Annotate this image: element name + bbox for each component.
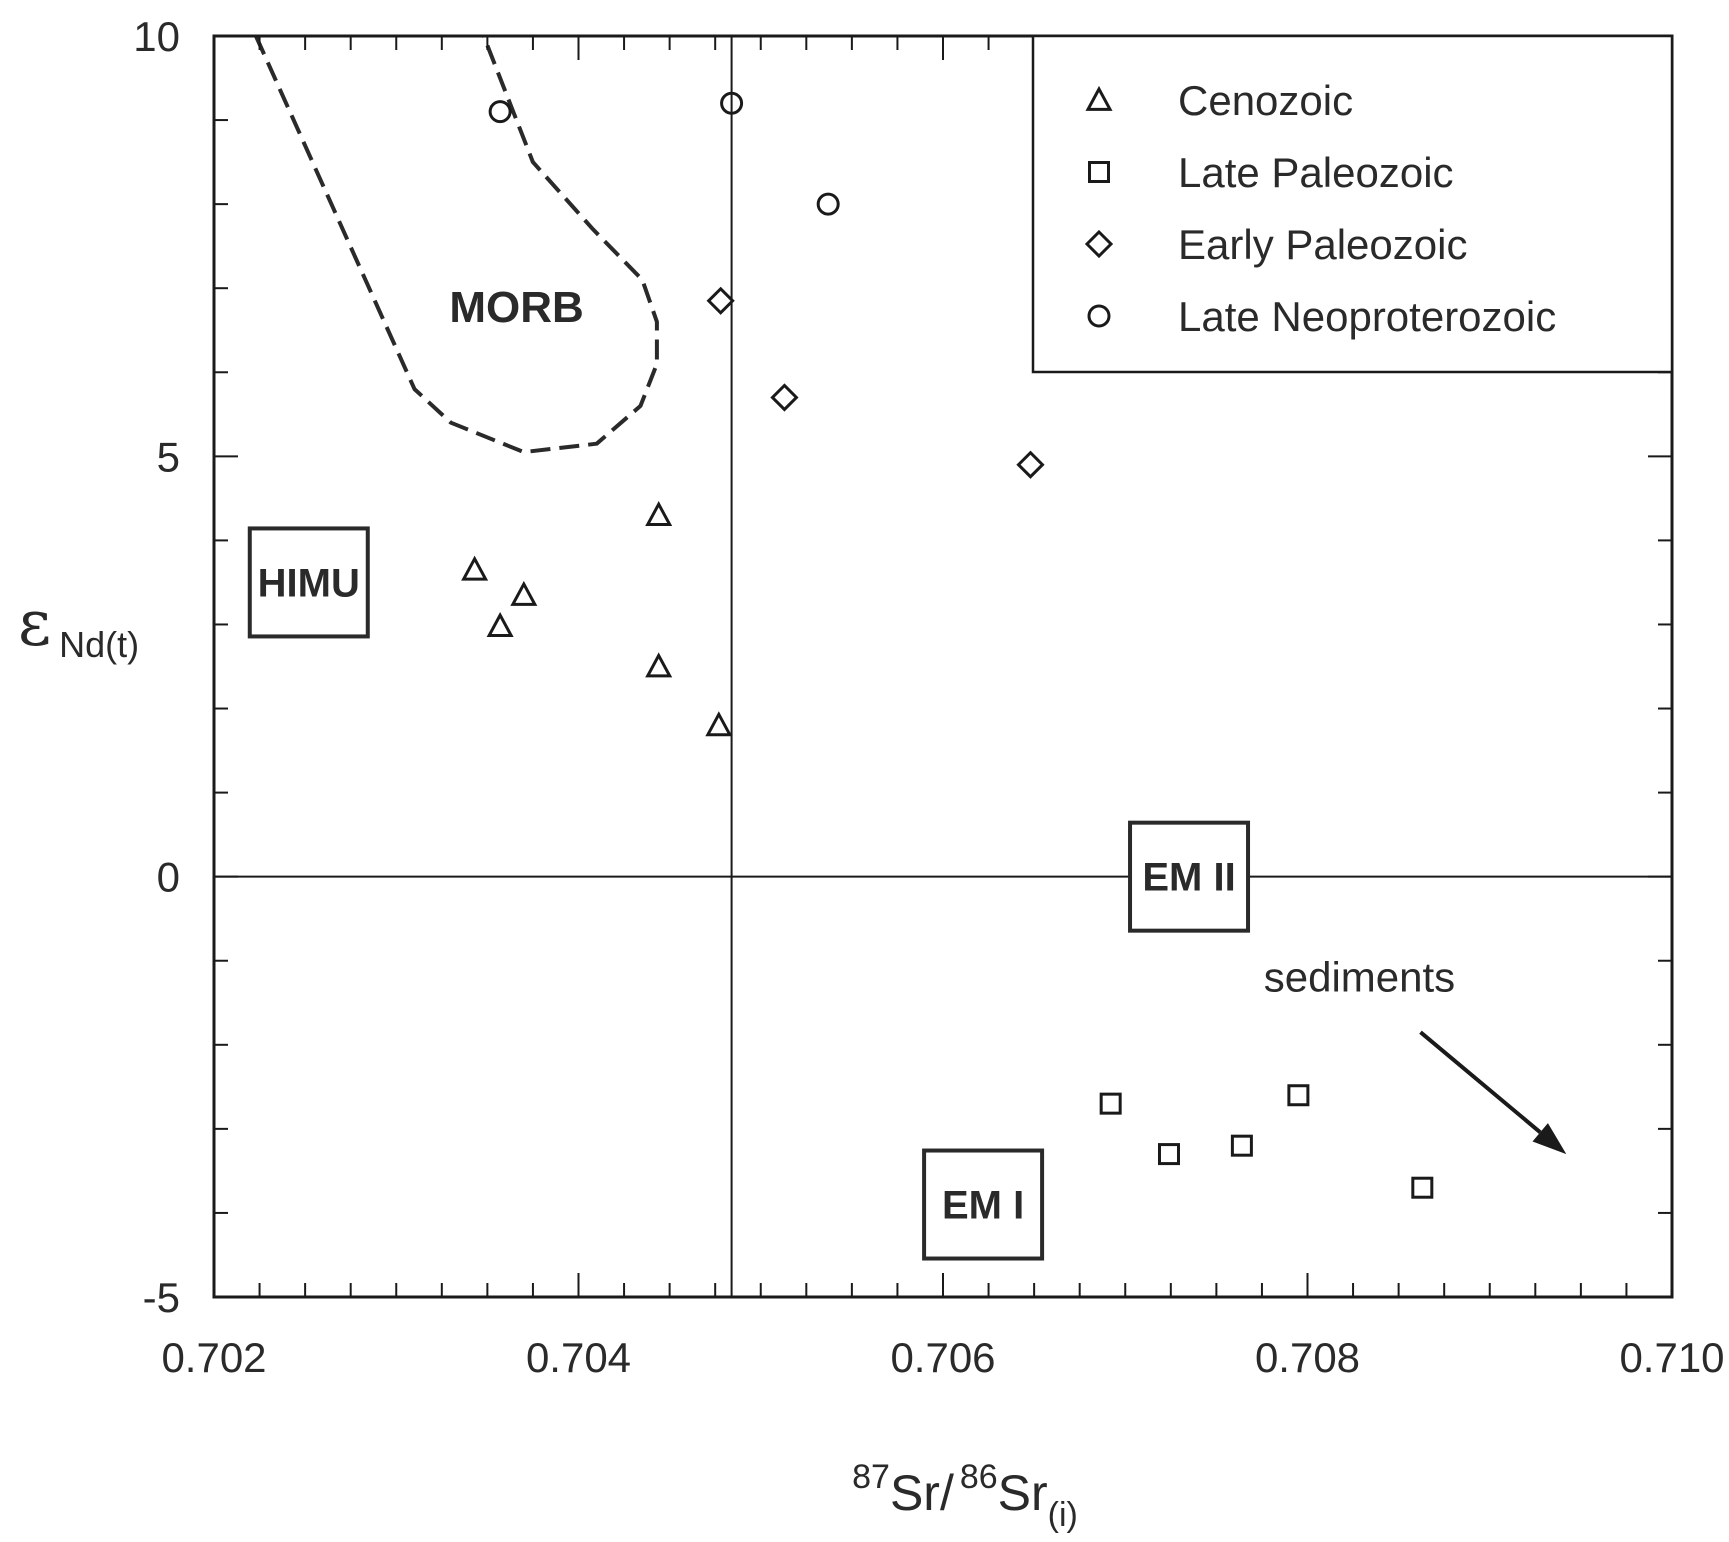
legend-label-late-neoproterozoic: Late Neoproterozoic	[1178, 293, 1556, 340]
data-point-late-paleozoic	[1230, 1134, 1253, 1157]
axis-ticks	[213, 35, 1673, 1298]
legend: Cenozoic Late Paleozoic Early Paleozoic Lat…	[1031, 34, 1674, 374]
data-point-cenozoic	[645, 501, 673, 527]
data-point-late-paleozoic	[1411, 1176, 1434, 1199]
y-axis-sub: Nd(t)	[59, 624, 139, 665]
data-point-cenozoic	[461, 555, 489, 581]
legend-marker-cenozoic	[1085, 85, 1113, 111]
x-axis-element1: Sr/	[890, 1465, 954, 1521]
series-cenozoic	[461, 501, 733, 737]
x-tick-label: 0.702	[161, 1334, 266, 1381]
region-label-em-i: EM I	[942, 1184, 1024, 1228]
series-early-paleozoic	[706, 286, 1045, 479]
legend-marker-late-paleozoic	[1088, 161, 1110, 183]
y-tick-label: 0	[157, 854, 180, 901]
x-tick-label: 0.710	[1619, 1334, 1724, 1381]
morb-field-outline	[254, 35, 659, 455]
data-point-late-paleozoic	[1099, 1092, 1122, 1115]
y-axis-symbol: ε	[18, 587, 51, 661]
data-point-cenozoic	[486, 611, 514, 637]
x-axis-iso2: 86	[960, 1458, 998, 1496]
data-point-late-paleozoic	[1287, 1084, 1310, 1107]
data-point-late-neoproterozoic	[720, 91, 744, 115]
annotation-sediments: sediments	[1264, 954, 1455, 1001]
x-tick-label: 0.708	[1255, 1334, 1360, 1381]
y-tick-label: 5	[157, 433, 180, 480]
region-label-himu: HIMU	[258, 561, 360, 605]
legend-label-early-paleozoic: Early Paleozoic	[1178, 221, 1467, 268]
data-point-early-paleozoic	[770, 383, 799, 412]
legend-label-cenozoic: Cenozoic	[1178, 77, 1353, 124]
legend-marker-early-paleozoic	[1084, 229, 1114, 259]
data-point-cenozoic	[645, 652, 673, 678]
series-late-neoproterozoic	[488, 91, 840, 216]
region-box-em-i	[922, 1148, 1045, 1261]
legend-label-late-paleozoic: Late Paleozoic	[1178, 149, 1454, 196]
y-tick-label: -5	[143, 1274, 180, 1321]
data-point-late-neoproterozoic	[816, 192, 840, 216]
x-tick-label: 0.706	[890, 1334, 995, 1381]
plot-frame	[212, 34, 1674, 1299]
legend-marker-late-neoproterozoic	[1087, 304, 1111, 328]
data-point-late-paleozoic	[1157, 1143, 1180, 1166]
x-axis-title: 87Sr/86Sr(i)	[852, 1458, 1078, 1534]
region-box-em-ii	[1128, 820, 1251, 933]
data-points	[461, 91, 1434, 1199]
data-point-cenozoic	[705, 711, 733, 737]
annotation-arrow-head	[1532, 1123, 1567, 1155]
region-box-himu	[247, 526, 370, 639]
data-point-early-paleozoic	[1016, 450, 1045, 479]
annotation-arrow-shaft	[1419, 1030, 1542, 1134]
x-axis-iso1: 87	[852, 1458, 890, 1496]
reference-lines	[214, 36, 1672, 1297]
tick-labels: 0.702 0.704 0.706 0.708 0.710 -5 0 5 10	[133, 13, 1724, 1381]
morb-label: MORB	[449, 283, 583, 332]
x-axis-sub: (i)	[1048, 1496, 1078, 1534]
annotations: sediments	[1264, 954, 1567, 1155]
data-point-cenozoic	[510, 580, 538, 606]
region-labels: HIMU EM II EM I	[247, 526, 1251, 1261]
y-tick-label: 10	[133, 13, 180, 60]
x-tick-label: 0.704	[526, 1334, 631, 1381]
y-axis-title: ε Nd(t)	[18, 587, 139, 665]
legend-box	[1031, 34, 1674, 374]
data-point-late-neoproterozoic	[488, 100, 512, 124]
series-late-paleozoic	[1099, 1084, 1434, 1199]
x-axis-element2: Sr	[998, 1465, 1048, 1521]
morb-field: MORB	[254, 35, 659, 455]
region-label-em-ii: EM II	[1142, 856, 1235, 900]
data-point-early-paleozoic	[706, 286, 735, 315]
